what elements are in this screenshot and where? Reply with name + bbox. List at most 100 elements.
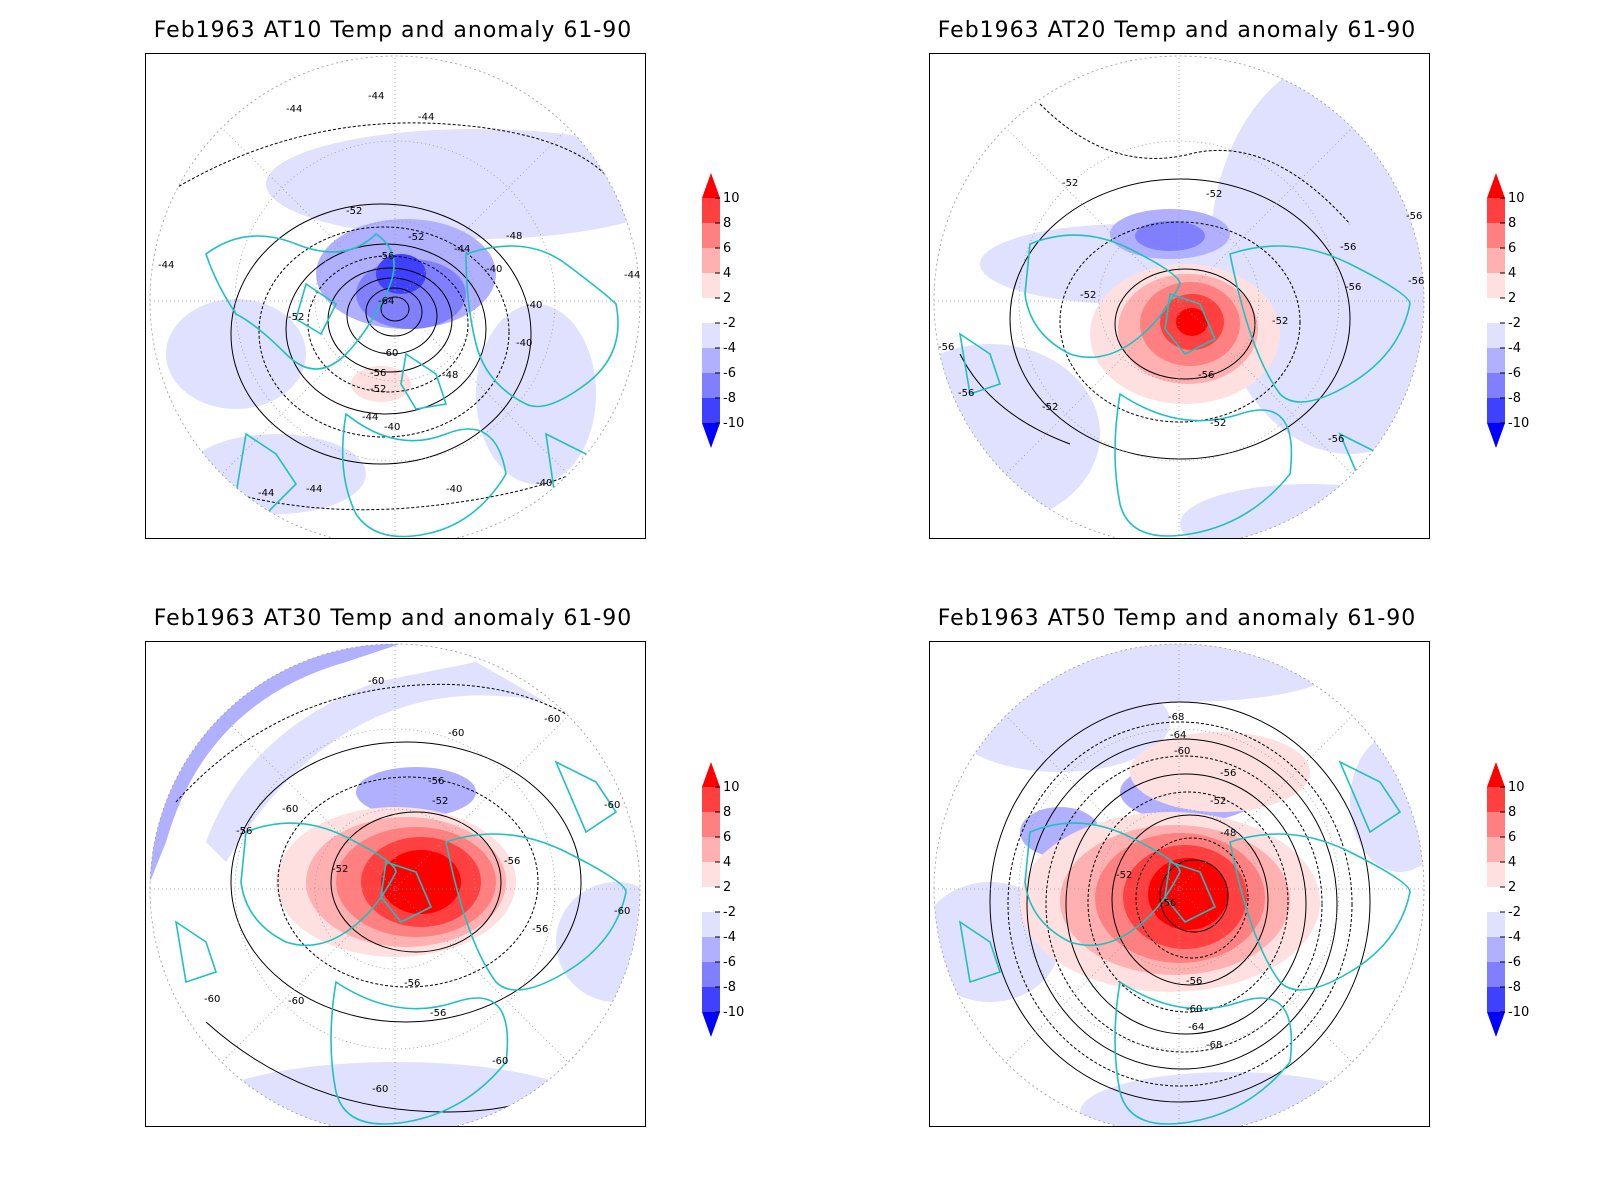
polar-map-at10: -44 -44 -44 -52 -52 -56 -64 -60 -56 -52 … [149, 55, 640, 538]
colorbar-label: -4 [723, 930, 736, 945]
colorbar-at20: 10 8 6 4 2 -2 -4 -6 -8 -10 [1487, 173, 1547, 457]
colorbar-segment [702, 298, 720, 323]
colorbar-label: -6 [723, 955, 736, 970]
colorbar-top-arrow [702, 762, 720, 787]
contour-label: -52 [370, 384, 386, 395]
contour-label: -60 [492, 1056, 508, 1067]
contour-label: -64 [1188, 1022, 1204, 1033]
map-at50: -68 -64 -60 -56 -52 -48 -52 -56 -56 -60 … [929, 641, 1430, 1127]
colorbar-segment [702, 223, 720, 248]
contour-label: -60 [288, 996, 304, 1007]
contour-label: -52 [1210, 418, 1226, 429]
contour-label: -56 [504, 856, 520, 867]
contour-label: -60 [1174, 746, 1190, 757]
colorbar-segment [702, 912, 720, 937]
colorbar-top-arrow [702, 173, 720, 198]
colorbar-label: 6 [1508, 830, 1516, 845]
colorbar-segment [702, 887, 720, 912]
contour-label: -56 [1160, 898, 1176, 909]
colorbar-segment [1487, 862, 1505, 887]
colorbar-segment [702, 348, 720, 373]
contour-label: -60 [614, 906, 630, 917]
colorbar-bottom-arrow [702, 423, 720, 448]
anomaly-red-2 [351, 366, 411, 402]
colorbar-segment [1487, 887, 1505, 912]
contour-label: -48 [1220, 828, 1236, 839]
contour-label: -44 [286, 104, 302, 115]
colorbar-label: 8 [723, 216, 731, 231]
map-at10: -44 -44 -44 -52 -52 -56 -64 -60 -56 -52 … [145, 53, 646, 539]
panel-title-at20: Feb1963 AT20 Temp and anomaly 61-90 [937, 18, 1417, 43]
colorbar-segment [1487, 323, 1505, 348]
contour-label: -40 [486, 264, 502, 275]
colorbar-label: 2 [723, 291, 731, 306]
colorbar-segment [702, 787, 720, 812]
contour-label: -52 [1062, 178, 1078, 189]
colorbar-top-arrow [1487, 762, 1505, 787]
contour-label: -56 [236, 826, 252, 837]
polar-map-at20: -52 -52 -56 -52 -52 -56 -56 -52 -56 -56 … [933, 55, 1424, 538]
colorbar-svg: 10 8 6 4 2 -2 -4 -6 -8 -10 [702, 762, 744, 1037]
contour-label: -52 [1080, 290, 1096, 301]
contour-label: -56 [1345, 282, 1361, 293]
contour-label: -56 [428, 776, 444, 787]
polar-map-at50: -68 -64 -60 -56 -52 -48 -52 -56 -56 -60 … [933, 643, 1425, 1126]
anomaly-blue-wide [476, 304, 596, 484]
colorbar-label: -6 [1508, 955, 1521, 970]
contour-label: -40 [446, 484, 462, 495]
colorbar-label: -10 [1508, 416, 1529, 431]
contour-label: -44 [454, 244, 470, 255]
contour-label: -40 [384, 422, 400, 433]
colorbar-bottom-arrow [1487, 423, 1505, 448]
colorbar-segment [1487, 937, 1505, 962]
colorbar-label: -8 [723, 980, 736, 995]
colorbar-at50: 10 8 6 4 2 -2 -4 -6 -8 -10 [1487, 762, 1547, 1046]
colorbar-segment [1487, 812, 1505, 837]
contour-label: -44 [158, 260, 174, 271]
coastlines [205, 232, 619, 538]
colorbar-label: -4 [1508, 930, 1521, 945]
contour-label: -56 [370, 368, 386, 379]
colorbar-segment [702, 198, 720, 223]
colorbar-label: 2 [723, 880, 731, 895]
map-at30: -60 -60 -60 -56 -52 -60 -56 -52 -56 -60 … [145, 641, 646, 1127]
contour-label: -56 [958, 388, 974, 399]
colorbar-label: -2 [1508, 905, 1521, 920]
colorbar-segment [702, 862, 720, 887]
colorbar-segment [1487, 398, 1505, 423]
contour-label: -56 [1340, 242, 1356, 253]
contour-label: -40 [536, 478, 552, 489]
colorbar-bottom-arrow [1487, 1012, 1505, 1037]
contour-label: -52 [1272, 316, 1288, 327]
contour-label: -44 [368, 91, 384, 102]
contour-label: -56 [1198, 370, 1214, 381]
colorbar-label: -10 [723, 416, 744, 431]
anomaly-blue-wide [186, 434, 366, 514]
colorbar-segment [702, 323, 720, 348]
contour-label: -44 [624, 270, 640, 281]
colorbar-label: 10 [1508, 191, 1525, 206]
colorbar-segment [1487, 348, 1505, 373]
contour-label: -52 [332, 864, 348, 875]
colorbar-label: -4 [1508, 341, 1521, 356]
colorbar-segment [702, 398, 720, 423]
colorbar-label: -8 [1508, 391, 1521, 406]
contour-label: -56 [430, 1008, 446, 1019]
contour-label: -56 [1220, 768, 1236, 779]
colorbar-top-arrow [1487, 173, 1505, 198]
contour-label: -60 [544, 714, 560, 725]
colorbar-segment [1487, 837, 1505, 862]
colorbar-segment [702, 273, 720, 298]
contour-label: -68 [1168, 712, 1184, 723]
contour-label: -40 [526, 300, 542, 311]
colorbar-segment [702, 937, 720, 962]
contour-label: -48 [506, 231, 522, 242]
contour-label: -56 [1328, 434, 1344, 445]
colorbar-at30: 10 8 6 4 2 -2 -4 -6 -8 -10 [702, 762, 762, 1046]
contour-label: -68 [1206, 1040, 1222, 1051]
panel-title-at50: Feb1963 AT50 Temp and anomaly 61-90 [937, 606, 1417, 631]
colorbar-label: 6 [723, 830, 731, 845]
colorbar-segment [1487, 912, 1505, 937]
colorbar-label: 10 [1508, 780, 1525, 795]
contour-label: -44 [306, 484, 322, 495]
